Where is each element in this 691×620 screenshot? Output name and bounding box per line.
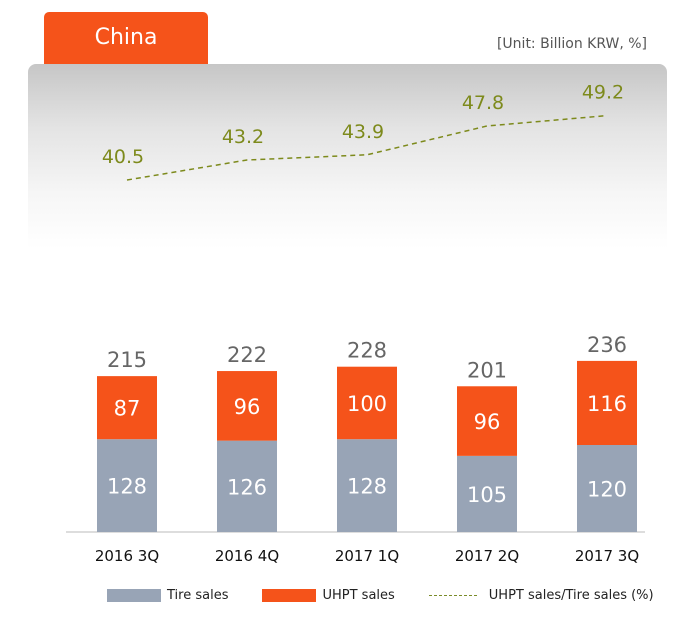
legend-swatch-uhpt (262, 588, 317, 602)
legend-item-tire: Tire sales (107, 588, 228, 603)
ratio-label-3: 47.8 (462, 92, 504, 114)
legend-item-uhpt: UHPT sales (262, 587, 395, 603)
bar-uhpt-4 (577, 360, 637, 445)
legend-item-ratio: UHPT sales/Tire sales (%) (428, 587, 654, 603)
bar-uhpt-2 (337, 366, 397, 440)
bar-uhpt-label-2: 100 (347, 392, 387, 416)
bar-uhpt-1 (217, 371, 277, 441)
bar-total-label-2: 228 (347, 339, 387, 363)
bar-tire-label-0: 128 (107, 475, 147, 499)
ratio-label-4: 49.2 (582, 82, 624, 104)
bar-uhpt-3 (457, 386, 517, 456)
ratio-label-1: 43.2 (222, 126, 264, 148)
bar-tire-label-3: 105 (467, 483, 507, 507)
bar-tire-2 (337, 439, 397, 532)
legend-label-ratio: UHPT sales/Tire sales (%) (488, 587, 654, 603)
bar-total-label-1: 222 (227, 343, 267, 367)
region-tab: China (44, 12, 208, 64)
x-tick-label-1: 2016 4Q (215, 547, 279, 565)
bar-tire-1 (217, 440, 277, 532)
bar-tire-label-2: 128 (347, 475, 387, 499)
ratio-label-0: 40.5 (102, 146, 144, 168)
legend-swatch-tire (107, 588, 161, 602)
bar-tire-3 (457, 455, 517, 532)
bar-uhpt-0 (97, 376, 157, 440)
bar-uhpt-label-1: 96 (234, 395, 261, 419)
bar-total-label-4: 236 (587, 333, 627, 357)
bar-total-label-0: 215 (107, 348, 147, 372)
legend-line-ratio (428, 594, 477, 596)
x-tick-label-0: 2016 3Q (95, 547, 159, 565)
bar-tire-label-4: 120 (587, 478, 627, 502)
ratio-line (126, 114, 608, 181)
unit-label: [Unit: Billion KRW, %] (496, 36, 647, 52)
x-tick-label-2: 2017 1Q (335, 547, 399, 565)
bar-tire-label-1: 126 (227, 475, 267, 499)
ratio-panel (28, 64, 667, 249)
bar-uhpt-label-4: 116 (587, 392, 627, 416)
ratio-label-2: 43.9 (342, 121, 384, 143)
x-tick-label-4: 2017 3Q (575, 547, 639, 565)
bar-tire-4 (577, 445, 637, 532)
legend-label-tire: Tire sales (167, 587, 229, 603)
bar-tire-0 (97, 439, 157, 532)
bar-uhpt-label-3: 96 (474, 410, 501, 434)
legend-label-uhpt: UHPT sales (322, 587, 395, 603)
bar-total-label-3: 201 (467, 358, 507, 382)
x-tick-label-3: 2017 2Q (455, 547, 519, 565)
legend: Tire sales UHPT sales UHPT sales/Tire sa… (107, 586, 688, 604)
bar-uhpt-label-0: 87 (114, 397, 141, 421)
